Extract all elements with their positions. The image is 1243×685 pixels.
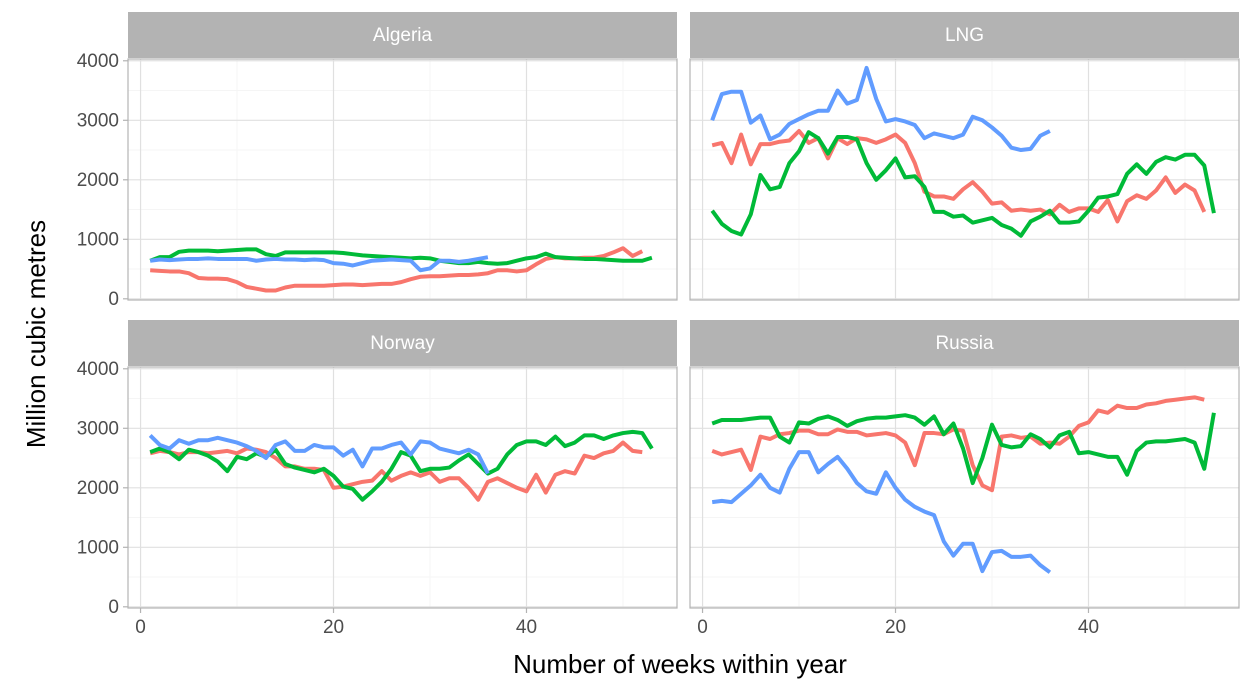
strip xyxy=(128,12,677,58)
y-tick-label: 1000 xyxy=(77,537,119,558)
series-line xyxy=(148,434,490,475)
strip xyxy=(690,12,1239,58)
x-tick-label: 20 xyxy=(323,617,344,638)
strip-text: Algeria xyxy=(373,25,433,46)
series-line xyxy=(149,440,643,502)
x-tick-label: 40 xyxy=(1078,617,1099,638)
strip xyxy=(690,320,1239,366)
panel-border xyxy=(127,366,678,609)
series-line xyxy=(710,65,1051,153)
series-line xyxy=(711,412,1216,486)
series-line xyxy=(710,130,1216,238)
y-tick-label: 2000 xyxy=(77,170,119,191)
y-tick-label: 0 xyxy=(108,597,119,618)
y-tick-label: 4000 xyxy=(77,359,119,380)
panel-border xyxy=(689,58,1240,301)
panel-border xyxy=(689,366,1240,609)
y-axis-title: Million cubic metres xyxy=(21,220,51,448)
panel-border xyxy=(127,58,678,301)
x-tick-label: 0 xyxy=(697,617,708,638)
strip-text: Norway xyxy=(370,333,435,354)
x-tick-label: 20 xyxy=(885,617,906,638)
strip-text: Russia xyxy=(935,333,994,354)
y-tick-label: 0 xyxy=(108,289,119,310)
y-tick-label: 1000 xyxy=(77,229,119,250)
series-line xyxy=(711,450,1052,574)
y-tick-label: 3000 xyxy=(77,110,119,131)
y-tick-label: 4000 xyxy=(77,51,119,72)
series-line xyxy=(149,255,489,273)
x-tick-label: 40 xyxy=(516,617,537,638)
y-tick-label: 3000 xyxy=(77,418,119,439)
series-line xyxy=(711,129,1207,224)
series-line xyxy=(149,429,654,502)
x-axis-title: Number of weeks within year xyxy=(513,649,847,679)
series-line xyxy=(149,247,653,266)
strip xyxy=(128,320,677,366)
y-tick-label: 2000 xyxy=(77,478,119,499)
strip-text: LNG xyxy=(945,25,984,46)
x-tick-label: 0 xyxy=(135,617,146,638)
